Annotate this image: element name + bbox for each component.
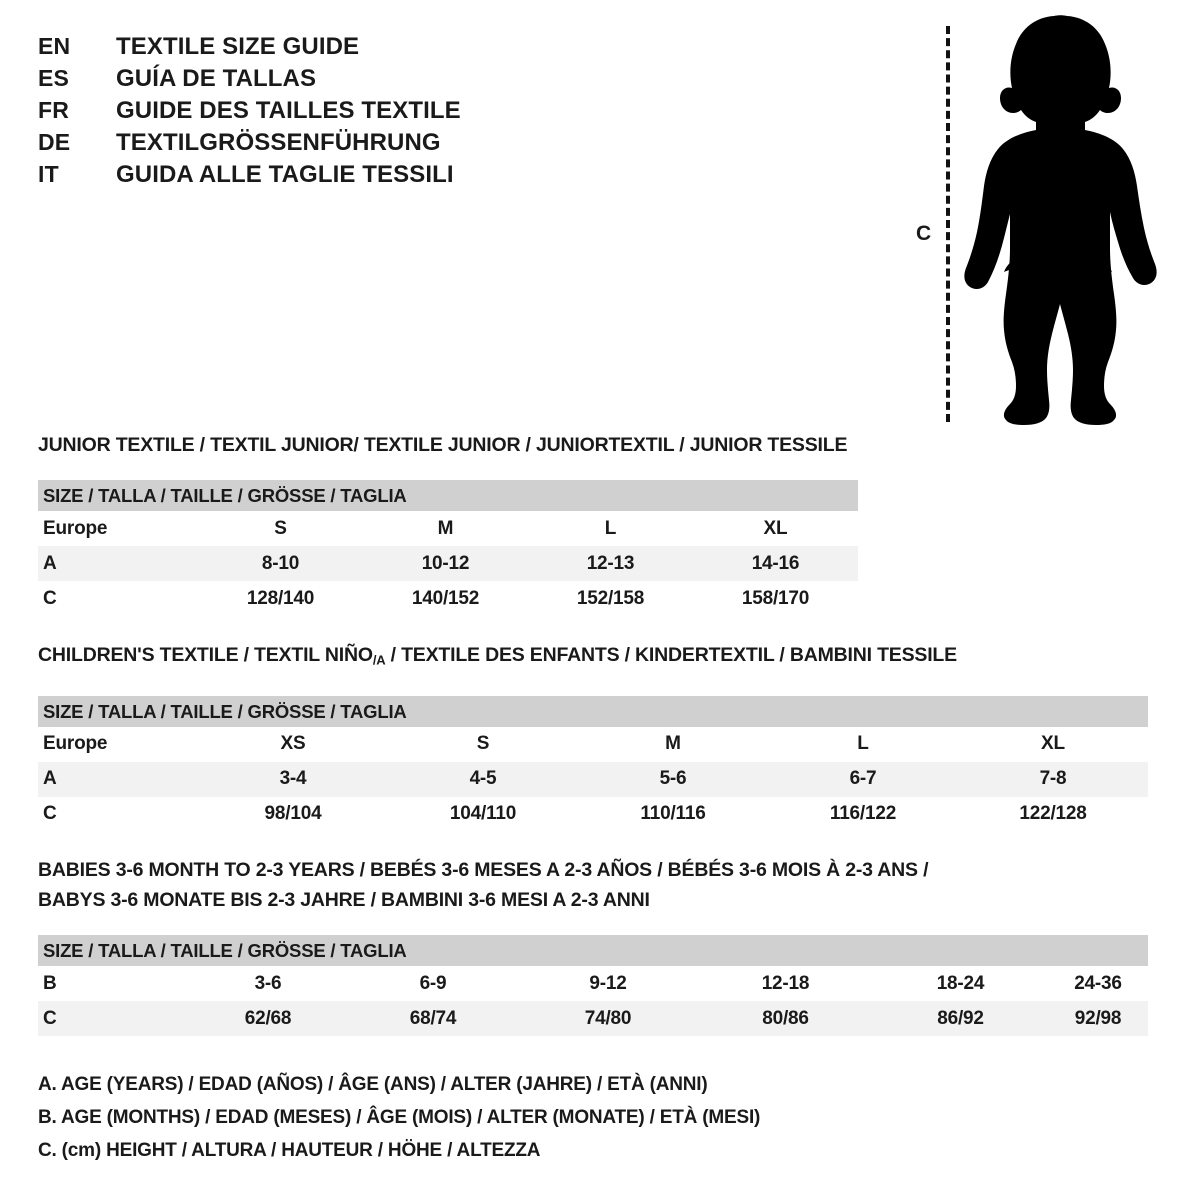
legend-line-c: C. (cm) HEIGHT / ALTURA / HAUTEUR / HÖHE… [38,1140,541,1161]
cell-months-4: 12-18 [698,966,873,1001]
measure-label-c: C [916,222,932,245]
language-row-it: IT GUIDA ALLE TAGLIE TESSILI [38,161,558,193]
cell-age-s: 4-5 [388,761,578,797]
cell-age-xs: 3-4 [198,761,388,797]
section-title-children-sub: /A [372,652,386,668]
cell-height-l: 116/122 [768,796,958,832]
cell-age-l: 12-13 [528,546,693,581]
section-babies-textile: BABIES 3-6 MONTH TO 2-3 YEARS / BEBÉS 3-… [38,855,1148,1036]
cell-height-s: 128/140 [198,581,363,616]
cell-months-2: 6-9 [348,966,518,1001]
table-junior: Europe S M L XL A 8-10 10-12 12-13 14-16… [38,511,858,616]
row-label-b: B [38,966,188,1001]
language-code-es: ES [38,65,70,91]
section-title-junior: JUNIOR TEXTILE / TEXTIL JUNIOR/ TEXTILE … [38,434,848,456]
size-band-junior: SIZE / TALLA / TAILLE / GRÖSSE / TAGLIA [38,480,858,511]
cell-height-l: 152/158 [528,581,693,616]
table-row: C 98/104 104/110 110/116 116/122 122/128 [38,796,1148,832]
height-reference-figure: C [900,12,1180,432]
cell-size-m: M [578,726,768,762]
cell-size-s: S [198,511,363,546]
height-dashed-line [946,26,950,422]
cell-height-xl: 158/170 [693,581,858,616]
language-code-en: EN [38,33,71,59]
language-title-list: EN TEXTILE SIZE GUIDE ES GUÍA DE TALLAS … [38,33,558,193]
cell-size-m: M [363,511,528,546]
legend-line-b: B. AGE (MONTHS) / EDAD (MESES) / ÂGE (MO… [38,1107,761,1128]
language-title-it: GUIDA ALLE TAGLIE TESSILI [116,161,454,188]
table-row: A 8-10 10-12 12-13 14-16 [38,546,858,581]
table-babies: B 3-6 6-9 9-12 12-18 18-24 24-36 C 62/68… [38,966,1148,1036]
cell-height-2: 68/74 [348,1001,518,1036]
legend-block: A. AGE (YEARS) / EDAD (AÑOS) / ÂGE (ANS)… [38,1068,1038,1167]
cell-height-6: 92/98 [1048,1001,1148,1036]
section-children-textile: CHILDREN'S TEXTILE / TEXTIL NIÑO/A / TEX… [38,640,1148,832]
cell-size-l: L [768,726,958,762]
language-title-en: TEXTILE SIZE GUIDE [116,33,360,60]
cell-age-m: 5-6 [578,761,768,797]
table-row: C 62/68 68/74 74/80 80/86 86/92 92/98 [38,1001,1148,1036]
row-label-europe: Europe [38,726,198,762]
row-label-c: C [38,1001,188,1036]
section-title-babies-line1: BABIES 3-6 MONTH TO 2-3 YEARS / BEBÉS 3-… [38,859,929,881]
language-row-en: EN TEXTILE SIZE GUIDE [38,33,558,65]
cell-height-1: 62/68 [188,1001,348,1036]
cell-months-5: 18-24 [873,966,1048,1001]
cell-months-6: 24-36 [1048,966,1148,1001]
cell-size-l: L [528,511,693,546]
table-row: B 3-6 6-9 9-12 12-18 18-24 24-36 [38,966,1148,1001]
cell-height-xl: 122/128 [958,796,1148,832]
language-code-de: DE [38,129,71,155]
cell-size-s: S [388,726,578,762]
table-row: A 3-4 4-5 5-6 6-7 7-8 [38,761,1148,797]
language-title-de: TEXTILGRÖSSENFÜHRUNG [116,129,441,156]
cell-age-xl: 14-16 [693,546,858,581]
language-code-fr: FR [38,97,70,123]
table-children: Europe XS S M L XL A 3-4 4-5 5-6 6-7 7-8… [38,726,1148,832]
cell-height-3: 74/80 [518,1001,698,1036]
cell-height-s: 104/110 [388,796,578,832]
cell-size-xl: XL [693,511,858,546]
section-title-children-pre: CHILDREN'S TEXTILE / TEXTIL NIÑO [38,644,373,666]
section-junior-textile: JUNIOR TEXTILE / TEXTIL JUNIOR/ TEXTILE … [38,430,858,616]
table-row: C 128/140 140/152 152/158 158/170 [38,581,858,616]
cell-age-s: 8-10 [198,546,363,581]
child-silhouette-icon [964,15,1157,425]
cell-height-5: 86/92 [873,1001,1048,1036]
language-title-fr: GUIDE DES TAILLES TEXTILE [116,97,461,124]
section-title-children-post: / TEXTILE DES ENFANTS / KINDERTEXTIL / B… [385,644,958,666]
table-row: Europe S M L XL [38,511,858,546]
language-code-it: IT [38,161,59,187]
section-title-babies-line2: BABYS 3-6 MONATE BIS 2-3 JAHRE / BAMBINI… [38,889,650,911]
section-title-children: CHILDREN'S TEXTILE / TEXTIL NIÑO/A / TEX… [38,640,1148,676]
row-label-c: C [38,581,198,616]
language-row-fr: FR GUIDE DES TAILLES TEXTILE [38,97,558,129]
legend-line-a: A. AGE (YEARS) / EDAD (AÑOS) / ÂGE (ANS)… [38,1074,708,1095]
cell-height-m: 140/152 [363,581,528,616]
row-label-a: A [38,546,198,581]
size-band-babies: SIZE / TALLA / TAILLE / GRÖSSE / TAGLIA [38,935,1148,966]
row-label-europe: Europe [38,511,198,546]
cell-age-xl: 7-8 [958,761,1148,797]
size-band-children: SIZE / TALLA / TAILLE / GRÖSSE / TAGLIA [38,695,1148,727]
cell-months-1: 3-6 [188,966,348,1001]
language-row-de: DE TEXTILGRÖSSENFÜHRUNG [38,129,558,161]
table-row: Europe XS S M L XL [38,726,1148,762]
cell-months-3: 9-12 [518,966,698,1001]
cell-height-xs: 98/104 [198,796,388,832]
cell-size-xs: XS [198,726,388,762]
cell-age-m: 10-12 [363,546,528,581]
cell-age-l: 6-7 [768,761,958,797]
cell-height-4: 80/86 [698,1001,873,1036]
language-title-es: GUÍA DE TALLAS [116,65,317,92]
row-label-a: A [38,761,198,797]
cell-size-xl: XL [958,726,1148,762]
cell-height-m: 110/116 [578,796,768,832]
row-label-c: C [38,796,198,832]
language-row-es: ES GUÍA DE TALLAS [38,65,558,97]
